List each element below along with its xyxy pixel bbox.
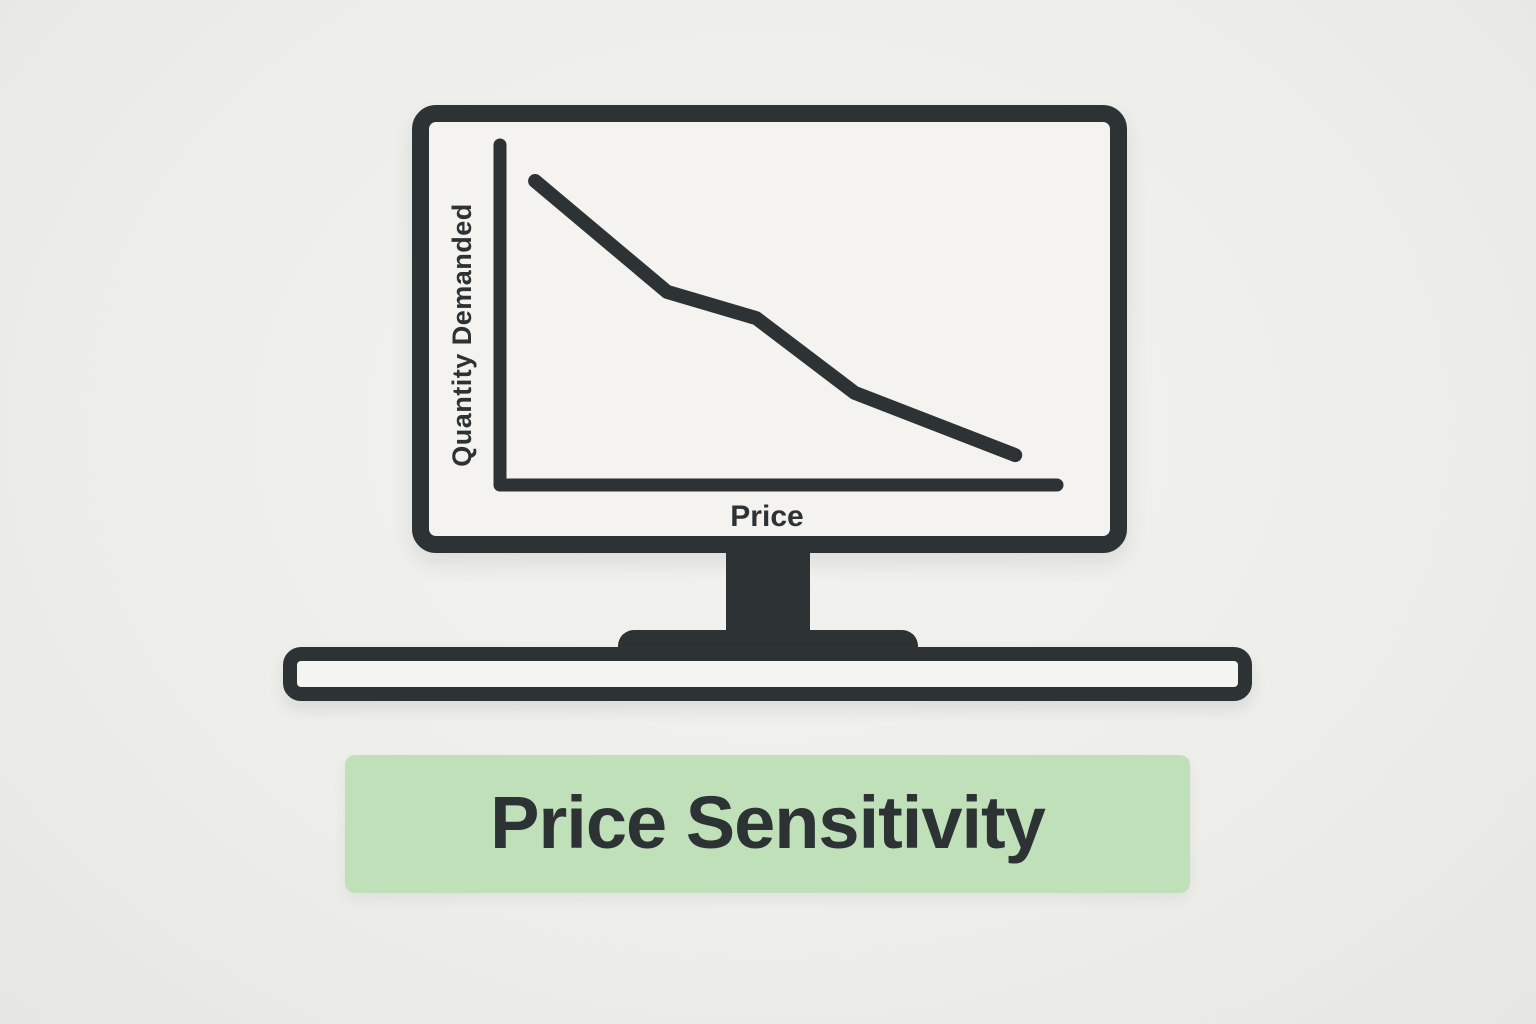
title-badge: Price Sensitivity	[345, 755, 1190, 893]
monitor-stand-neck	[726, 540, 810, 644]
y-axis-label: Quantity Demanded	[447, 203, 477, 467]
chart-axes	[493, 138, 1064, 492]
x-axis-label: Price	[730, 500, 803, 533]
demand-chart: Quantity Demanded Price	[447, 138, 1064, 533]
desk-shelf	[283, 647, 1252, 701]
title-badge-label: Price Sensitivity	[490, 780, 1046, 864]
monitor: Quantity Demanded Price	[412, 105, 1127, 553]
monitor-screen: Quantity Demanded Price	[429, 122, 1110, 536]
demand-curve	[528, 174, 1023, 463]
